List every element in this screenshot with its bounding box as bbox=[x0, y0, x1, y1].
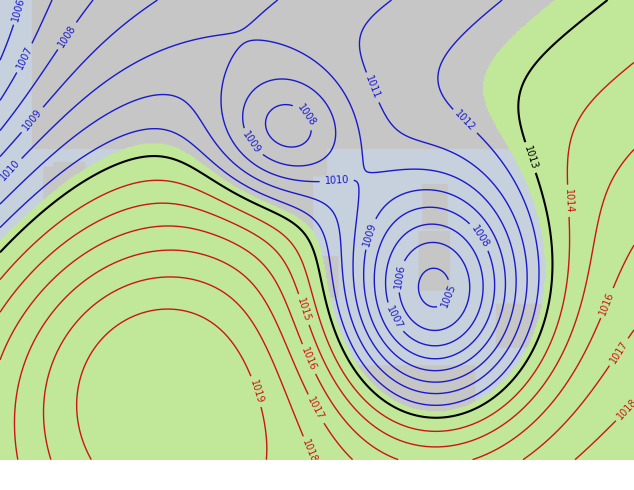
Text: 1016: 1016 bbox=[299, 346, 318, 372]
Text: 1008: 1008 bbox=[295, 102, 318, 128]
Text: ©weatheronline.co.uk: ©weatheronline.co.uk bbox=[514, 479, 631, 489]
Text: 1009: 1009 bbox=[361, 221, 378, 247]
Text: 1006: 1006 bbox=[10, 0, 27, 23]
Text: 1017: 1017 bbox=[608, 339, 630, 365]
Text: 1005: 1005 bbox=[439, 282, 458, 309]
Text: 1014: 1014 bbox=[563, 188, 574, 213]
Text: 1011: 1011 bbox=[363, 74, 382, 101]
Text: 1013: 1013 bbox=[522, 145, 539, 171]
Text: 1010: 1010 bbox=[0, 158, 22, 183]
Text: 1008: 1008 bbox=[469, 223, 491, 249]
Text: 1009: 1009 bbox=[240, 130, 262, 156]
Text: Surface pressure [hPa] ECMWF: Surface pressure [hPa] ECMWF bbox=[3, 474, 203, 488]
Text: 1007: 1007 bbox=[15, 45, 34, 71]
Text: 1019: 1019 bbox=[248, 378, 265, 405]
Text: 1008: 1008 bbox=[56, 23, 78, 49]
Text: 1010: 1010 bbox=[324, 175, 349, 186]
Text: We 01-05-2024 06:00 UTC (00+06): We 01-05-2024 06:00 UTC (00+06) bbox=[410, 462, 631, 475]
Text: 1016: 1016 bbox=[598, 290, 616, 316]
Text: 1018: 1018 bbox=[301, 438, 319, 465]
Text: 1007: 1007 bbox=[384, 304, 404, 331]
Text: 1017: 1017 bbox=[306, 396, 326, 422]
Text: 1018: 1018 bbox=[616, 396, 634, 421]
Text: 1012: 1012 bbox=[453, 109, 477, 134]
Text: 1015: 1015 bbox=[295, 296, 313, 323]
Text: 1006: 1006 bbox=[392, 264, 406, 289]
Text: 1009: 1009 bbox=[21, 107, 44, 132]
